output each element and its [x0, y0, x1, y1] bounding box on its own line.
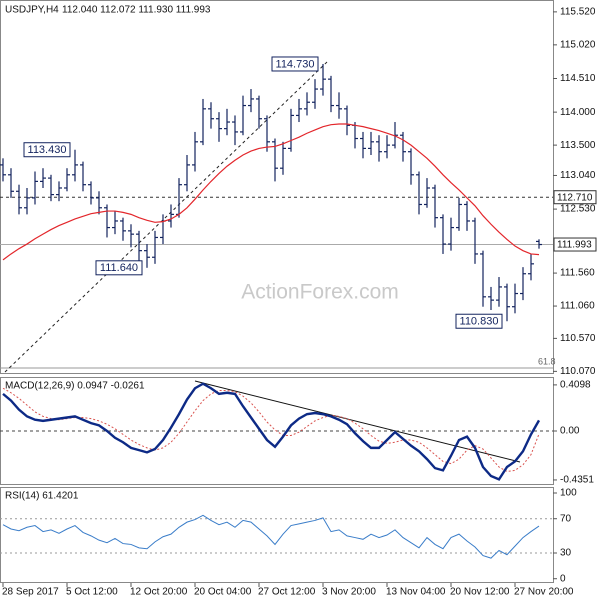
quote: 112.040 112.072 111.930 111.993 [62, 5, 211, 16]
y-tick-label: 113.500 [560, 140, 596, 151]
y-tick-label: 70 [560, 513, 572, 524]
y-tick-label: 111.560 [560, 268, 595, 279]
moving-average [2, 123, 540, 261]
x-tick-label: 20 Oct 04:00 [194, 587, 252, 598]
x-tick-label: 12 Oct 20:00 [130, 587, 188, 598]
fib-label: 61.8 [538, 356, 556, 366]
x-tick-label: 28 Sep 2017 [2, 587, 59, 598]
annotation-label: 111.640 [100, 262, 138, 274]
macd-line [2, 382, 541, 481]
annotation-box [95, 260, 143, 276]
x-tick-label: 27 Nov 20:00 [514, 587, 574, 598]
y-tick-label: 0.4098 [560, 380, 591, 391]
y-tick-label: 0.00 [560, 426, 580, 437]
y-tick-label: 111.060 [560, 301, 595, 312]
y-tick-label: 115.020 [560, 39, 596, 50]
annotation-label: 114.730 [276, 58, 315, 70]
macd-trendline [194, 380, 521, 463]
y-tick-label: 114.510 [560, 73, 596, 84]
annotation-box [23, 142, 71, 158]
y-tick-label: 110.070 [560, 366, 596, 377]
price-panel [0, 0, 554, 374]
annotation-label: 113.430 [28, 144, 67, 156]
y-tick-label: 114.000 [560, 107, 596, 118]
y-tick-label: -0.4351 [560, 475, 594, 486]
x-tick-label: 20 Nov 12:00 [450, 587, 510, 598]
x-tick-label: 3 Nov 20:00 [322, 587, 376, 598]
y-tick-label: 113.040 [560, 170, 596, 181]
signal-line [2, 387, 540, 473]
watermark: ActionForex.com [241, 281, 399, 304]
annotation-box [271, 56, 319, 72]
rsi-line [2, 514, 540, 559]
level-label: 111.993 [557, 240, 592, 251]
macd-title: MACD(12,26,9) 0.0947 -0.0261 [5, 381, 145, 392]
rsi-panel [0, 487, 554, 583]
y-tick-label: 0 [560, 573, 566, 584]
x-tick-label: 13 Nov 04:00 [386, 587, 446, 598]
y-tick-label: 115.520 [560, 7, 596, 18]
y-tick-label: 110.570 [560, 333, 596, 344]
annotation-box [455, 313, 503, 329]
level-label: 112.710 [557, 192, 593, 203]
y-tick-label: 100 [560, 488, 577, 499]
y-tick-label: 112.530 [560, 204, 596, 215]
rsi-title: RSI(14) 61.4201 [5, 491, 79, 502]
annotation-label: 110.830 [460, 316, 499, 328]
level-box [553, 190, 597, 205]
x-tick-label: 5 Oct 12:00 [66, 587, 118, 598]
y-tick-label: 30 [560, 548, 572, 559]
projection-line [4, 61, 328, 373]
chart-title: USDJPY,H4 [5, 5, 59, 16]
x-tick-label: 27 Oct 12:00 [258, 587, 316, 598]
level-box [553, 237, 597, 252]
